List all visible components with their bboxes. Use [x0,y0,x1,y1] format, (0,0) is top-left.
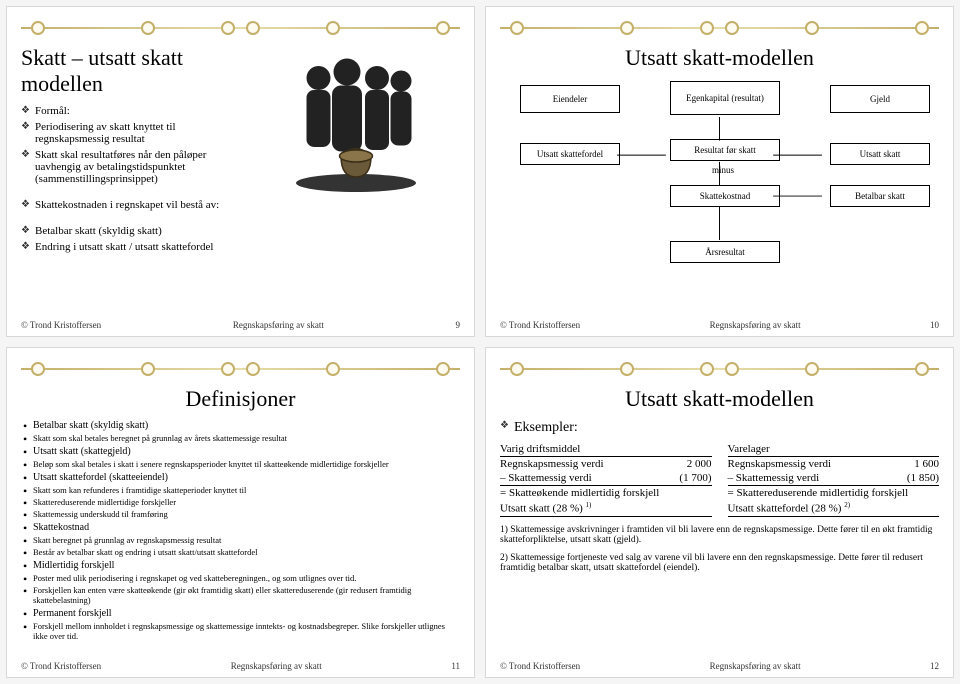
bullet-periodisering: Periodisering av skatt knyttet til regns… [21,121,246,145]
cell: – Skattemessig verdi [728,472,820,484]
cell: 1 600 [914,458,939,470]
def-permanent: Forskjell mellom innholdet i regnskapsme… [21,621,460,641]
diagram: Eiendeler Egenkapital (resultat) Gjeld U… [500,79,939,319]
def-utsatt-fordel-1: Skattereduserende midlertidige forskjell… [21,497,460,507]
footer-subject: Regnskapsføring av skatt [710,320,801,330]
table-driftsmiddel: Varig driftsmiddel Regnskapsmessig verdi… [500,442,712,517]
banner [500,17,939,39]
box-egenkapital: Egenkapital (resultat) [670,81,780,115]
box-skattekostnad: Skattekostnad [670,185,780,207]
cell: – Skattemessig verdi [500,472,592,484]
footer-author: © Trond Kristoffersen [500,320,580,330]
cell: Varelager [728,443,770,455]
people-illustration [252,45,460,257]
def-utsatt-fordel-2: Skattemessig underskudd til framføring [21,509,460,519]
box-gjeld: Gjeld [830,85,930,113]
box-betalbar: Betalbar skatt [830,185,930,207]
slide-title: Definisjoner [21,386,460,412]
term-utsatt-skatt: Utsatt skatt (skattegjeld) [21,446,460,457]
footer-author: © Trond Kristoffersen [500,661,580,671]
term-permanent: Permanent forskjell [21,608,460,619]
term-utsatt-fordel: Utsatt skattefordel (skatteeiendel) [21,472,460,483]
box-resultat-for: Resultat før skatt [670,139,780,161]
cell: 2 000 [687,458,712,470]
def-skattekostnad-2: Består av betalbar skatt og endring i ut… [21,547,460,557]
cell: Varig driftsmiddel [500,443,580,455]
box-utsatt-fordel: Utsatt skattefordel [520,143,620,165]
bullet-skattekostnad: Skattekostnaden i regnskapet vil bestå a… [21,199,246,211]
def-midlertidig-2: Forskjellen kan enten være skatteøkende … [21,585,460,605]
cell: = Skattereduserende midlertidig forskjel… [728,487,909,499]
bullet-formal: Formål: [21,105,246,117]
banner [500,358,939,380]
cell: = Skatteøkende midlertidig forskjell [500,487,659,499]
note-2: 2) Skattemessige fortjeneste ved salg av… [500,553,939,573]
box-eiendeler: Eiendeler [520,85,620,113]
box-utsatt-skatt: Utsatt skatt [830,143,930,165]
bullet-endring: Endring i utsatt skatt / utsatt skattefo… [21,241,246,253]
cell: (1 850) [907,472,939,484]
footer-subject: Regnskapsføring av skatt [710,661,801,671]
term-midlertidig: Midlertidig forskjell [21,560,460,571]
slide-title: Utsatt skatt-modellen [500,45,939,71]
bullet-resultatfores: Skatt skal resultatføres når den påløper… [21,149,246,185]
page-number: 12 [930,661,939,671]
term-betalbar: Betalbar skatt (skyldig skatt) [21,420,460,431]
example-tables: Varig driftsmiddel Regnskapsmessig verdi… [500,442,939,517]
label-minus: minus [712,165,734,175]
page-number: 9 [455,320,460,330]
slide-11: Definisjoner Betalbar skatt (skyldig ska… [6,347,475,678]
def-utsatt-fordel: Skatt som kan refunderes i framtidige sk… [21,485,460,495]
slide-title: Skatt – utsatt skatt modellen [21,45,246,97]
note-1: 1) Skattemessige avskrivninger i framtid… [500,525,939,545]
slide-12: Utsatt skatt-modellen Eksempler: Varig d… [485,347,954,678]
table-varelager: Varelager Regnskapsmessig verdi 1 600 – S… [728,442,940,517]
term-skattekostnad: Skattekostnad [21,522,460,533]
footer-author: © Trond Kristoffersen [21,320,101,330]
def-betalbar: Skatt som skal betales beregnet på grunn… [21,433,460,443]
slide-9: Skatt – utsatt skatt modellen Formål: Pe… [6,6,475,337]
banner [21,358,460,380]
def-midlertidig-1: Poster med ulik periodisering i regnskap… [21,573,460,583]
footer-author: © Trond Kristoffersen [21,661,101,671]
bullet-eksempler: Eksempler: [500,420,939,436]
page-number: 10 [930,320,939,330]
banner [21,17,460,39]
bullet-betalbar: Betalbar skatt (skyldig skatt) [21,225,246,237]
cell: Utsatt skattefordel (28 %) 2) [728,501,851,515]
cell: Regnskapsmessig verdi [500,458,604,470]
page-number: 11 [451,661,460,671]
box-arsresultat: Årsresultat [670,241,780,263]
footer-subject: Regnskapsføring av skatt [231,661,322,671]
cell: (1 700) [679,472,711,484]
cell: Regnskapsmessig verdi [728,458,832,470]
def-utsatt-skatt: Beløp som skal betales i skatt i senere … [21,459,460,469]
def-skattekostnad-1: Skatt beregnet på grunnlag av regnskapsm… [21,535,460,545]
cell: Utsatt skatt (28 %) 1) [500,501,591,515]
slide-10: Utsatt skatt-modellen Eiendeler Egenkapi… [485,6,954,337]
footer-subject: Regnskapsføring av skatt [233,320,324,330]
slide-title: Utsatt skatt-modellen [500,386,939,412]
